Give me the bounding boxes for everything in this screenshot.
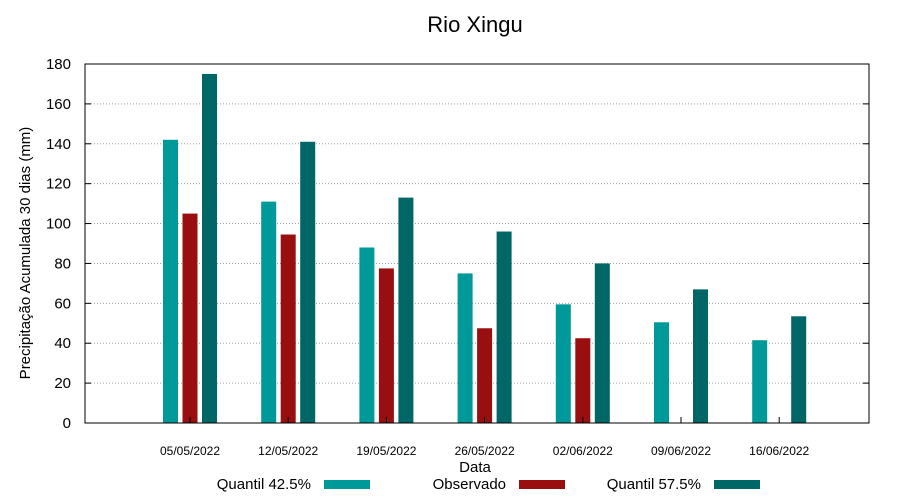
bars-layer: [163, 73, 807, 424]
x-tick-label: 26/05/2022: [455, 444, 515, 458]
y-axis-label: Precipitação Acumulada 30 dias (mm): [17, 127, 34, 380]
x-axis-ticks: 05/05/2022 12/05/2022 19/05/2022 26/05/2022…: [160, 417, 810, 458]
bar: [261, 201, 277, 423]
bar: [398, 197, 414, 423]
y-tick-label: 60: [54, 295, 71, 312]
legend-label: Observado: [433, 476, 506, 493]
bar: [791, 316, 807, 423]
y-tick-label: 0: [63, 415, 71, 432]
x-tick-label: 09/06/2022: [651, 444, 711, 458]
bar: [594, 263, 610, 423]
y-tick-label: 140: [46, 136, 71, 153]
y-tick-label: 100: [46, 216, 71, 233]
legend-swatch: [324, 480, 370, 489]
bar: [300, 141, 316, 424]
y-tick-label: 80: [54, 255, 71, 272]
chart-title: Rio Xingu: [427, 12, 522, 37]
x-tick-label: 02/06/2022: [553, 444, 613, 458]
y-tick-label: 180: [46, 56, 71, 73]
legend-label: Quantil 57.5%: [607, 476, 701, 493]
y-tick-label: 120: [46, 176, 71, 193]
y-tick-label: 160: [46, 96, 71, 113]
legend-label: Quantil 42.5%: [217, 476, 311, 493]
legend: Quantil 42.5% Observado Quantil 57.5%: [217, 476, 760, 493]
legend-swatch: [519, 480, 565, 489]
bar: [555, 304, 571, 423]
bar: [163, 139, 178, 424]
y-tick-label: 20: [54, 375, 71, 392]
bar: [496, 231, 512, 423]
x-tick-label: 05/05/2022: [160, 444, 220, 458]
x-axis-label: Data: [459, 459, 491, 476]
bar: [202, 73, 217, 423]
x-tick-label: 19/05/2022: [356, 444, 416, 458]
bar: [359, 247, 375, 423]
bar: [280, 234, 296, 423]
bar: [575, 338, 591, 423]
y-tick-label: 40: [54, 335, 71, 352]
x-tick-label: 12/05/2022: [258, 444, 318, 458]
plot-frame: [84, 63, 870, 424]
bar: [752, 340, 768, 423]
bar: [457, 273, 473, 423]
bar: [693, 289, 708, 423]
bar: [654, 322, 669, 423]
bar: [378, 268, 394, 423]
y-axis-ticks: 0 20 40 60 80 100 120 140 160 180: [46, 56, 869, 432]
bar: [182, 213, 198, 423]
legend-swatch: [714, 480, 760, 489]
bar: [477, 328, 493, 423]
x-tick-label: 16/06/2022: [749, 444, 809, 458]
